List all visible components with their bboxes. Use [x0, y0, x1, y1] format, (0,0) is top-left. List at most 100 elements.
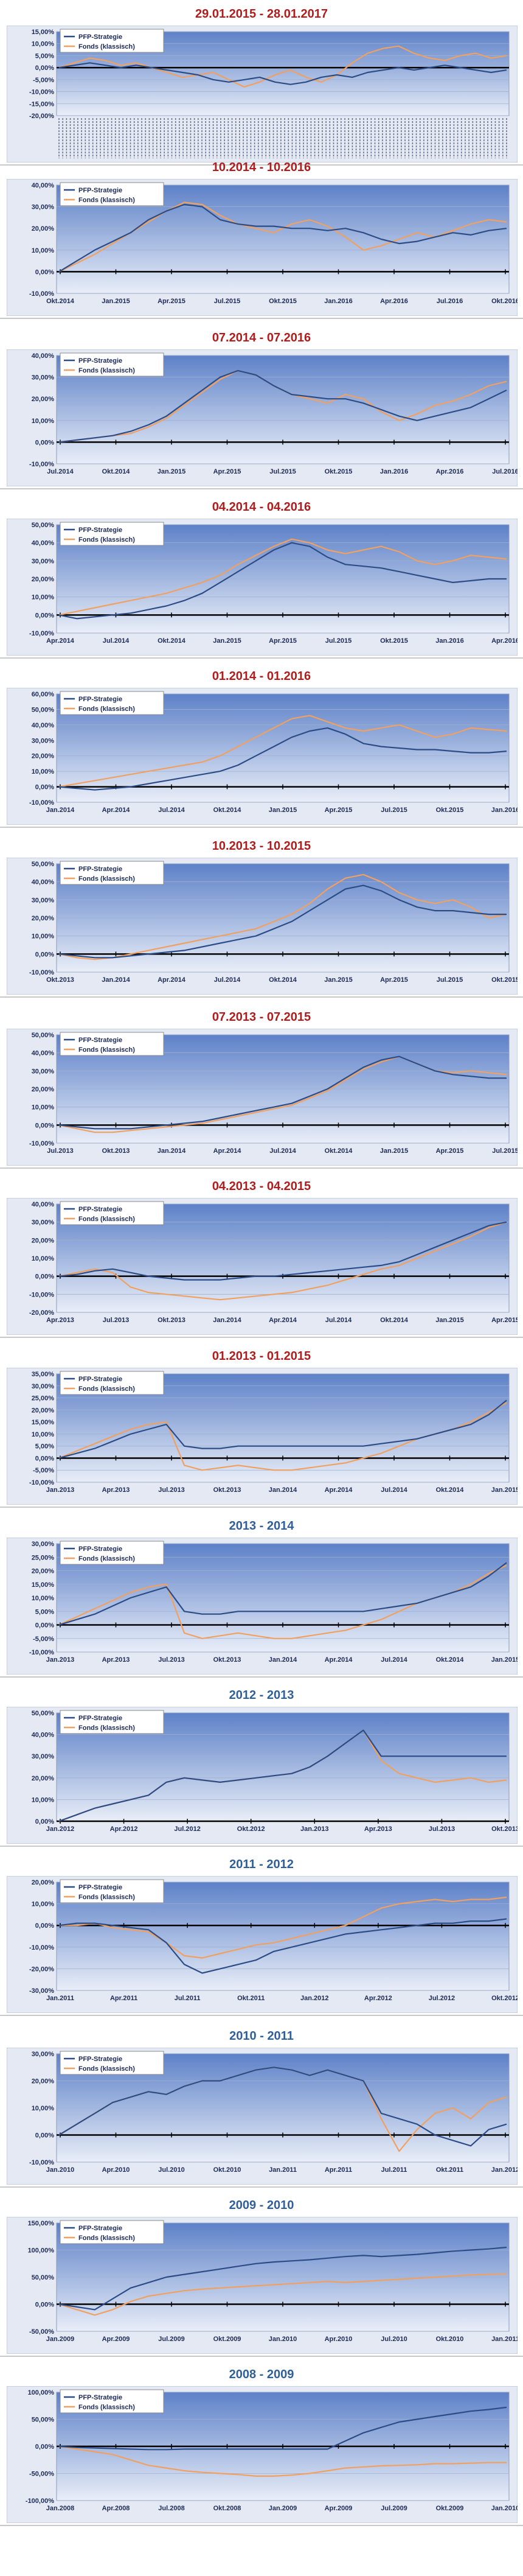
series-line-strategy: [58, 542, 507, 620]
y-tick-label: 0,00%: [35, 268, 54, 276]
x-tick-label: Jan.2016: [380, 468, 408, 475]
y-tick-label: -10,00%: [29, 1291, 54, 1298]
legend: PFP-Strategie Fonds (klassisch): [60, 1201, 164, 1225]
x-tick-label: Jan.2011: [46, 1995, 74, 2002]
legend: PFP-Strategie Fonds (klassisch): [60, 2051, 164, 2075]
y-tick-label: 30,00%: [32, 1541, 55, 1548]
y-tick-label: 30,00%: [32, 558, 55, 565]
y-tick-label: 0,00%: [35, 1922, 54, 1930]
y-tick-label: 10,00%: [32, 1595, 55, 1602]
x-tick-label: Jan.2015: [380, 1147, 408, 1155]
x-tick-label: Okt.2014: [46, 298, 75, 305]
y-tick-label: 50,00%: [32, 706, 55, 713]
y-tick-label: 100,00%: [28, 2389, 55, 2396]
y-tick-label: -20,00%: [29, 1309, 54, 1317]
y-tick-label: 25,00%: [32, 1395, 55, 1402]
legend-box: [60, 1032, 164, 1056]
legend: PFP-Strategie Fonds (klassisch): [60, 522, 164, 546]
x-tick-label: Jul.2014: [103, 637, 130, 645]
y-tick-label: 20,00%: [32, 225, 55, 233]
legend: PFP-Strategie Fonds (klassisch): [60, 861, 164, 885]
y-tick-label: 40,00%: [32, 182, 55, 189]
y-tick-label: 0,00%: [35, 2132, 54, 2140]
x-tick-label: Jul.2012: [174, 1825, 200, 1833]
y-tick-label: -20,00%: [29, 1965, 54, 1973]
x-tick-label: Jul.2014: [47, 468, 74, 475]
x-tick-label: Okt.2012: [491, 1995, 518, 2002]
x-tick-label: Okt.2015: [380, 637, 408, 645]
y-tick-label: 0,00%: [35, 1122, 54, 1129]
x-tick-label: Jul.2015: [492, 1147, 518, 1155]
series-line-fund: [58, 538, 507, 616]
x-tick-label: Apr.2011: [325, 2166, 352, 2174]
x-tick-label: Apr.2008: [102, 2505, 130, 2512]
x-tick-label: Jan.2013: [46, 1486, 74, 1494]
legend-label-strategy: PFP-Strategie: [78, 696, 122, 703]
chart-title: 01.2013 - 01.2015: [212, 1349, 311, 1363]
x-tick-label: Jan.2016: [491, 807, 518, 814]
x-tick-label: Jan.2009: [269, 2505, 297, 2512]
y-tick-label: 20,00%: [32, 2078, 55, 2085]
y-tick-label: -10,00%: [29, 2159, 54, 2166]
x-tick-label: Jan.2009: [46, 2336, 74, 2343]
y-tick-label: 20,00%: [32, 576, 55, 583]
legend-box: [60, 1371, 164, 1395]
y-tick-label: 20,00%: [32, 753, 55, 760]
panel-divider: [0, 318, 523, 319]
x-tick-label: Apr.2014: [325, 1486, 353, 1494]
x-tick-label: Apr.2014: [213, 1147, 242, 1155]
x-tick-label: Okt.2009: [213, 2336, 241, 2343]
x-tick-label: Jul.2009: [158, 2336, 184, 2343]
legend-label-fund: Fonds (klassisch): [78, 875, 135, 883]
legend-label-strategy: PFP-Strategie: [78, 1545, 122, 1553]
x-tick-label: Apr.2015: [269, 637, 297, 645]
chart-title: 10.2013 - 10.2015: [212, 839, 311, 853]
x-tick-label: Apr.2014: [158, 976, 186, 984]
series-line-strategy: [58, 727, 507, 791]
legend-label-fund: Fonds (klassisch): [78, 43, 135, 51]
x-tick-label: Okt.2014: [269, 976, 297, 984]
y-tick-label: -10,00%: [29, 461, 54, 468]
y-tick-label: 10,00%: [32, 1431, 55, 1438]
x-tick-label: Jul.2014: [381, 1656, 407, 1664]
y-tick-label: 50,00%: [32, 1032, 55, 1039]
line-chart: 50,00%40,00%30,00%20,00%10,00%0,00%Jan.2…: [7, 1707, 518, 1844]
x-tick-label: Okt.2013: [158, 1317, 185, 1324]
legend: PFP-Strategie Fonds (klassisch): [60, 691, 164, 715]
x-tick-label: Apr.2015: [491, 1317, 518, 1324]
y-tick-label: -10,00%: [29, 1649, 54, 1656]
legend-label-strategy: PFP-Strategie: [78, 1037, 122, 1044]
x-tick-label: Jan.2011: [491, 2336, 518, 2343]
y-tick-label: 50,00%: [32, 1710, 55, 1717]
chart-panel: 2012 - 2013 50,00% 40,00% 30,00% 20,00% 10,00…: [0, 1686, 523, 1850]
chart-panel: 29.01.2015 - 28.01.2017 15,00% 10,00% 5,00%…: [0, 5, 523, 169]
x-tick-label: Jan.2014: [158, 1147, 186, 1155]
x-tick-label: Okt.2015: [269, 298, 297, 305]
x-tick-label: Jan.2008: [46, 2505, 74, 2512]
line-chart: 50,00% 40,00% 30,00% 20,00% 10,00% 0,00% -10,0…: [7, 519, 518, 656]
panel-divider: [0, 164, 523, 166]
panel-divider: [0, 1846, 523, 1847]
y-tick-label: 0,00%: [35, 1622, 54, 1629]
y-tick-label: 10,00%: [32, 1796, 55, 1804]
x-tick-label: Okt.2013: [102, 1147, 130, 1155]
chart-panel: 2010 - 2011 30,00% 20,00% 10,00% 0,00% -10,00…: [0, 2027, 523, 2191]
x-tick-label: Jul.2015: [381, 807, 407, 814]
series-line-strategy: [58, 1399, 507, 1459]
x-tick-label: Okt.2014: [325, 1147, 353, 1155]
legend: PFP-Strategie Fonds (klassisch): [60, 1710, 164, 1734]
y-tick-label: 50,00%: [32, 522, 55, 529]
series-line-strategy: [58, 62, 507, 85]
legend: PFP-Strategie Fonds (klassisch): [60, 182, 164, 206]
x-tick-label: Apr.2015: [436, 1147, 464, 1155]
series-line-fund: [59, 1896, 507, 1959]
chart-panel: 2009 - 2010 150,00% 100,00% 50,00% 0,00% -50,…: [0, 2196, 523, 2361]
y-tick-label: -30,00%: [29, 1987, 54, 1995]
line-chart: 60,00% 50,00% 40,00% 30,00% 20,00% 10,00% 0,00…: [7, 688, 518, 825]
legend-label-strategy: PFP-Strategie: [78, 2225, 122, 2232]
legend-box: [60, 1879, 164, 1903]
x-tick-label: Apr.2013: [364, 1825, 392, 1833]
y-tick-label: 40,00%: [32, 722, 55, 729]
y-tick-label: 10,00%: [32, 1255, 55, 1262]
